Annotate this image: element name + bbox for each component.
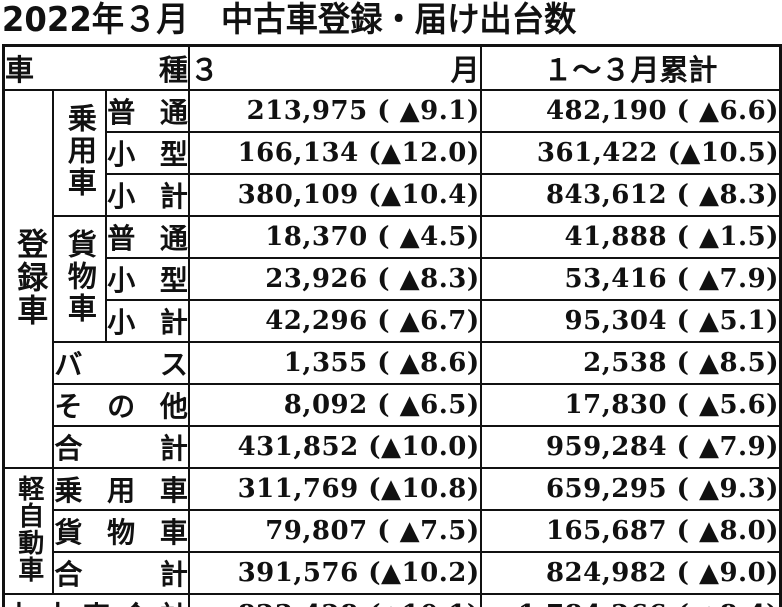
- col-header-vehicle-type: 車種: [2, 44, 190, 92]
- row-label: 乗用車: [52, 467, 190, 512]
- row-label: 貨物車: [52, 509, 190, 554]
- group-label-registered: 登録車: [11, 227, 48, 327]
- march-value: 213,975 ( ▲9.1): [187, 89, 482, 134]
- subgroup-cell-passenger: 乗用車: [52, 89, 108, 218]
- table-row: 合計 431,852 (▲10.0) 959,284 ( ▲7.9): [4, 425, 782, 470]
- march-value: 1,355 ( ▲8.6): [187, 341, 482, 386]
- march-value: 18,370 ( ▲4.5): [187, 215, 482, 260]
- row-label: 小型: [105, 257, 190, 302]
- table-row: バス 1,355 ( ▲8.6) 2,538 ( ▲8.5): [4, 341, 782, 386]
- row-label: 小計: [105, 173, 190, 218]
- grand-total-row: 中古車合計 823,428 (▲10.1) 1,784,266 ( ▲8.4): [2, 593, 782, 607]
- cumulative-value: 959,284 ( ▲7.9): [479, 425, 782, 470]
- march-value: 391,576 (▲10.2): [187, 551, 482, 596]
- march-value: 431,852 (▲10.0): [187, 425, 482, 470]
- subgroup-label-cargo: 貨物車: [63, 229, 98, 326]
- page-title: 2022年３月 中古車登録・届け出台数: [1, 0, 577, 40]
- table-row: その他 8,092 ( ▲6.5) 17,830 ( ▲5.6): [4, 383, 782, 428]
- row-label: バス: [52, 341, 190, 386]
- used-car-registration-table: 車種 ３月 １～３月累計 登録車 乗用車 普通 213,975 ( ▲9.1) …: [2, 44, 782, 607]
- cumulative-value: 482,190 ( ▲6.6): [479, 89, 782, 134]
- table-row: 軽自動車 乗用車 311,769 (▲10.8) 659,295 ( ▲9.3): [2, 467, 782, 596]
- march-value: 79,807 ( ▲7.5): [187, 509, 482, 554]
- march-value: 8,092 ( ▲6.5): [187, 383, 482, 428]
- cumulative-value: 2,538 ( ▲8.5): [479, 341, 782, 386]
- march-value: 380,109 (▲10.4): [187, 173, 482, 218]
- table-row: 登録車 乗用車 普通 213,975 ( ▲9.1) 482,190 ( ▲6.…: [2, 89, 782, 470]
- row-label: 小型: [105, 131, 190, 176]
- row-label: 小計: [105, 299, 190, 344]
- row-label: 中古車合計: [2, 593, 190, 607]
- march-value: 42,296 ( ▲6.7): [187, 299, 482, 344]
- table-row: 貨物車 普通 18,370 ( ▲4.5) 41,888 ( ▲1.5): [4, 215, 782, 344]
- cumulative-value: 95,304 ( ▲5.1): [479, 299, 782, 344]
- cumulative-value: 53,416 ( ▲7.9): [479, 257, 782, 302]
- cumulative-value: 361,422 (▲10.5): [479, 131, 782, 176]
- cumulative-value: 824,982 ( ▲9.0): [479, 551, 782, 596]
- table-row: 小計 42,296 ( ▲6.7) 95,304 ( ▲5.1): [4, 299, 782, 344]
- cumulative-value: 843,612 ( ▲8.3): [479, 173, 782, 218]
- subgroup-cell-cargo: 貨物車: [52, 215, 108, 344]
- cumulative-value: 1,784,266 ( ▲8.4): [479, 593, 782, 607]
- row-label: その他: [52, 383, 190, 428]
- table-row: 小計 380,109 (▲10.4) 843,612 ( ▲8.3): [4, 173, 782, 218]
- cumulative-value: 165,687 ( ▲8.0): [479, 509, 782, 554]
- table-row: 小型 166,134 (▲12.0) 361,422 (▲10.5): [4, 131, 782, 176]
- row-label: 普通: [105, 215, 190, 260]
- march-value: 823,428 (▲10.1): [187, 593, 482, 607]
- table-row: 小型 23,926 ( ▲8.3) 53,416 ( ▲7.9): [4, 257, 782, 302]
- cumulative-value: 659,295 ( ▲9.3): [479, 467, 782, 512]
- header-row: 車種 ３月 １～３月累計: [2, 44, 782, 92]
- group-cell-kei: 軽自動車: [2, 467, 55, 596]
- march-value: 311,769 (▲10.8): [187, 467, 482, 512]
- row-label: 普通: [105, 89, 190, 134]
- row-label: 合計: [52, 425, 190, 470]
- table-row: 貨物車 79,807 ( ▲7.5) 165,687 ( ▲8.0): [4, 509, 782, 554]
- table-row: 合計 391,576 (▲10.2) 824,982 ( ▲9.0): [4, 551, 782, 596]
- march-value: 166,134 (▲12.0): [187, 131, 482, 176]
- march-value: 23,926 ( ▲8.3): [187, 257, 482, 302]
- col-header-cumulative: １～３月累計: [479, 44, 782, 92]
- group-label-kei: 軽自動車: [13, 475, 44, 584]
- subgroup-label-passenger: 乗用車: [63, 103, 98, 200]
- row-label: 合計: [52, 551, 190, 596]
- group-cell-registered: 登録車: [2, 89, 55, 470]
- cumulative-value: 17,830 ( ▲5.6): [479, 383, 782, 428]
- col-header-march: ３月: [187, 44, 482, 92]
- cumulative-value: 41,888 ( ▲1.5): [479, 215, 782, 260]
